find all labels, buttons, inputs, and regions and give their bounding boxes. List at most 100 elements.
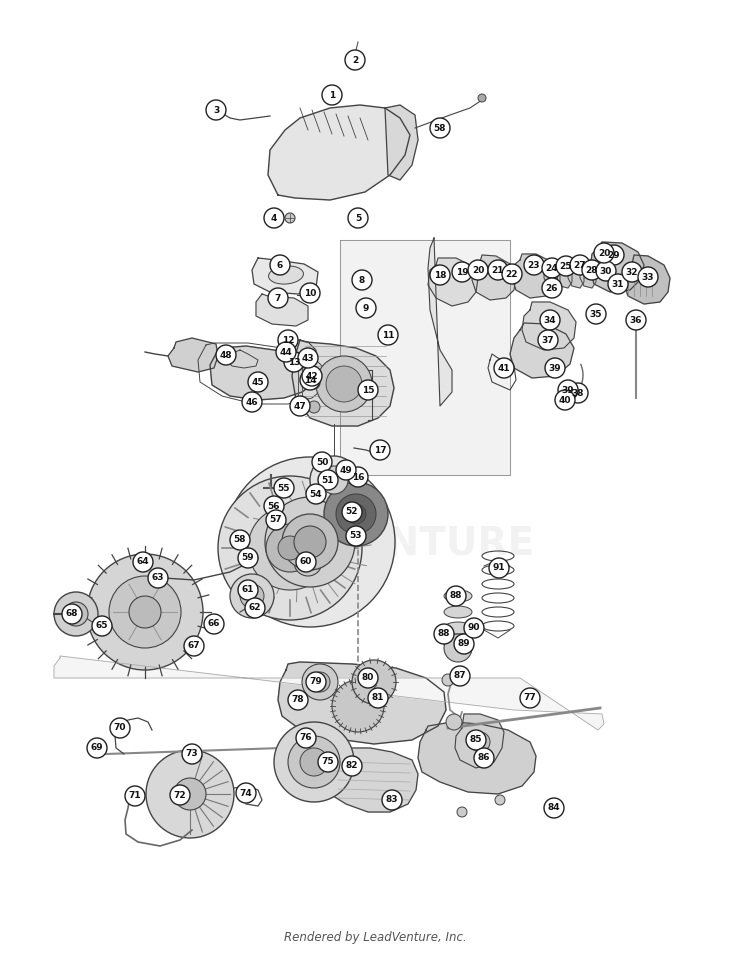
Circle shape [146,750,234,838]
Circle shape [352,58,360,66]
Circle shape [288,736,340,788]
Circle shape [282,514,338,570]
Circle shape [238,548,258,568]
Text: 50: 50 [316,457,328,466]
Circle shape [346,526,366,546]
Polygon shape [278,662,446,744]
Text: 14: 14 [304,376,316,385]
Text: 90: 90 [468,623,480,632]
Circle shape [274,478,294,498]
Circle shape [238,580,258,600]
Ellipse shape [268,266,304,285]
Circle shape [245,598,265,618]
Circle shape [316,356,372,412]
Circle shape [357,277,367,287]
Circle shape [174,778,206,810]
Circle shape [218,476,362,620]
Circle shape [357,213,367,223]
Circle shape [370,440,390,460]
Circle shape [382,790,402,810]
Polygon shape [418,722,536,794]
Circle shape [182,744,202,764]
Text: 56: 56 [268,501,280,511]
Text: 43: 43 [302,353,314,362]
Polygon shape [282,338,316,368]
Circle shape [170,785,190,805]
Circle shape [320,466,348,494]
Circle shape [474,748,494,768]
Text: 4: 4 [271,214,278,222]
Text: 25: 25 [560,261,572,271]
Circle shape [346,504,366,524]
Polygon shape [340,240,510,475]
Polygon shape [326,748,418,812]
Circle shape [446,714,462,730]
Circle shape [294,526,326,558]
Circle shape [326,366,362,402]
Polygon shape [262,482,298,510]
Text: 17: 17 [374,446,386,454]
Text: 66: 66 [208,619,220,628]
Polygon shape [268,105,410,200]
Text: 16: 16 [352,473,364,482]
Text: 2: 2 [352,55,358,64]
Circle shape [230,530,250,550]
Circle shape [184,636,204,656]
Text: 3: 3 [213,106,219,115]
Circle shape [446,586,466,606]
Circle shape [242,392,262,412]
Text: 46: 46 [246,397,258,407]
Circle shape [542,278,562,298]
Text: 58: 58 [234,535,246,545]
Circle shape [204,614,224,634]
Ellipse shape [444,622,472,634]
Circle shape [387,795,397,805]
Circle shape [296,552,316,572]
Circle shape [348,467,368,487]
Text: 15: 15 [362,385,374,394]
Text: 1: 1 [328,90,335,99]
Text: 48: 48 [220,351,232,359]
Ellipse shape [444,606,472,618]
Text: 28: 28 [586,265,598,275]
Circle shape [342,756,362,776]
Circle shape [586,304,606,324]
Circle shape [266,524,314,572]
Polygon shape [590,242,644,292]
Text: 20: 20 [472,265,484,275]
Circle shape [300,748,328,776]
Circle shape [264,496,284,516]
Text: 61: 61 [242,586,254,594]
Text: 79: 79 [310,678,322,686]
Circle shape [470,732,490,752]
Text: 40: 40 [559,395,572,405]
Circle shape [342,502,362,522]
Circle shape [348,208,368,228]
Polygon shape [512,254,558,298]
Circle shape [290,396,310,416]
Circle shape [494,358,514,378]
Text: 88: 88 [450,591,462,600]
Text: 84: 84 [548,803,560,813]
Circle shape [466,730,486,750]
Text: 80: 80 [362,674,374,683]
Circle shape [294,548,322,576]
Text: 29: 29 [608,251,620,259]
Polygon shape [210,346,316,400]
Text: 20: 20 [598,249,610,257]
Text: 72: 72 [174,790,186,799]
Circle shape [478,94,486,102]
Circle shape [361,303,371,313]
Text: 73: 73 [186,750,198,758]
Text: 65: 65 [96,621,108,630]
Circle shape [265,497,355,587]
Circle shape [604,245,624,265]
Circle shape [314,455,330,471]
Text: 32: 32 [626,267,638,277]
Text: 7: 7 [274,293,281,303]
Text: 21: 21 [492,265,504,275]
Circle shape [236,783,256,803]
Circle shape [300,370,320,390]
Polygon shape [256,294,308,326]
Text: 19: 19 [456,267,468,277]
